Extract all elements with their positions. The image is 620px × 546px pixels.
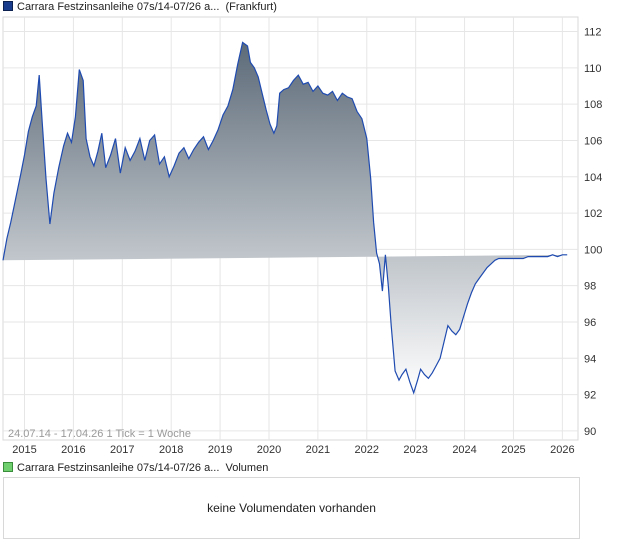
x-tick-label: 2016 [61, 444, 85, 456]
x-tick-label: 2023 [403, 444, 427, 456]
price-line [2, 41, 568, 395]
x-axis-ticks: 2015 2016 2017 2018 2019 2020 2021 2022 2023 2024… [12, 444, 574, 456]
y-tick-label: 106 [584, 135, 602, 147]
y-tick-label: 110 [584, 63, 602, 75]
price-series-name: Carrara Festzinsanleihe 07s/14-07/26 a..… [17, 1, 220, 13]
x-tick-label: 2015 [12, 444, 36, 456]
y-tick-label: 100 [584, 244, 602, 256]
volume-label: Volumen [225, 462, 269, 474]
x-tick-label: 2026 [550, 444, 574, 456]
date-range-label: 24.07.14 - 17.04.26 1 Tick = 1 Woche [8, 428, 191, 440]
y-tick-label: 92 [584, 390, 596, 402]
volume-series-name: Carrara Festzinsanleihe 07s/14-07/26 a..… [17, 462, 220, 474]
y-tick-label: 90 [584, 426, 596, 438]
x-tick-label: 2022 [355, 444, 379, 456]
x-tick-label: 2018 [159, 444, 183, 456]
exchange-label: (Frankfurt) [225, 1, 277, 13]
y-tick-label: 112 [584, 27, 602, 39]
x-tick-label: 2017 [110, 444, 134, 456]
x-tick-label: 2020 [257, 444, 281, 456]
price-area-fill [3, 42, 568, 393]
y-tick-label: 102 [584, 208, 602, 220]
y-axis-ticks: 90 92 94 96 98 100 102 104 106 108 110 112 [584, 27, 602, 438]
y-tick-label: 98 [584, 281, 596, 293]
y-tick-label: 108 [584, 99, 602, 111]
y-tick-label: 94 [584, 353, 596, 365]
x-tick-label: 2025 [501, 444, 525, 456]
volume-series-swatch [3, 462, 13, 473]
x-tick-label: 2019 [208, 444, 232, 456]
volume-panel: keine Volumendaten vorhanden [3, 477, 580, 539]
price-series-swatch [3, 1, 13, 12]
y-tick-label: 96 [584, 317, 596, 329]
x-tick-label: 2024 [452, 444, 476, 456]
price-chart[interactable]: 90 92 94 96 98 100 102 104 106 108 110 112 2015 2016… [0, 0, 620, 460]
y-tick-label: 104 [584, 172, 602, 184]
x-tick-label: 2021 [306, 444, 330, 456]
price-legend: Carrara Festzinsanleihe 07s/14-07/26 a..… [3, 0, 277, 14]
volume-legend: Carrara Festzinsanleihe 07s/14-07/26 a..… [3, 461, 268, 475]
no-volume-message: keine Volumendaten vorhanden [207, 501, 376, 515]
